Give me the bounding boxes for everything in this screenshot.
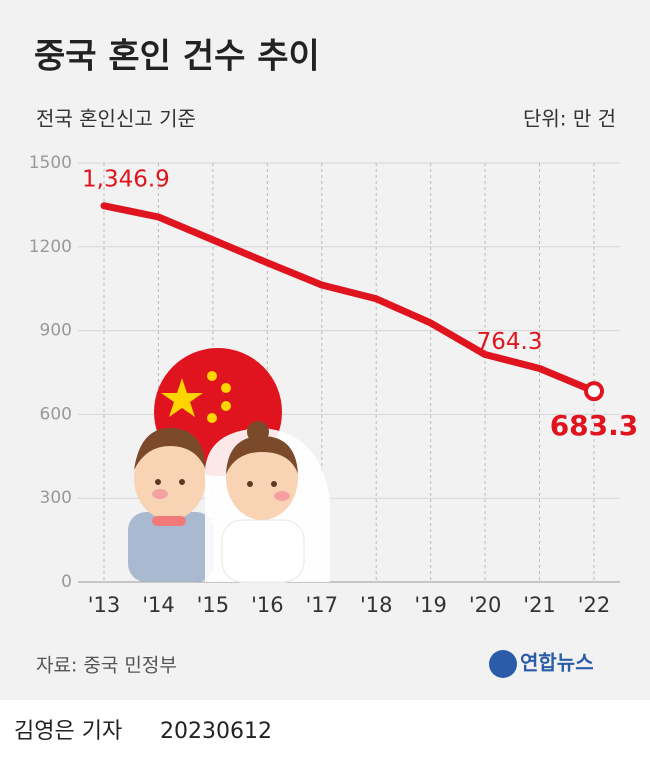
point (264, 259, 271, 266)
y-tick-label: 300 (40, 488, 72, 508)
chart-title: 중국 혼인 건수 추이 (34, 37, 320, 77)
illustration (128, 348, 330, 583)
point (584, 381, 604, 402)
point (155, 213, 162, 220)
date: 20230612 (160, 719, 272, 744)
x-tick-label: '14 (142, 593, 175, 617)
unit: 단위: 만 건 (523, 107, 616, 131)
source: 자료: 중국 민정부 (36, 655, 177, 677)
y-tick-label: 0 (61, 572, 72, 592)
x-tick-label: '21 (523, 593, 556, 617)
value-label: 1,346.9 (82, 166, 170, 192)
point (536, 365, 543, 372)
point (482, 351, 489, 358)
point (427, 319, 434, 326)
subtitle: 전국 혼인신고 기준 (36, 107, 196, 131)
line (100, 202, 598, 395)
x-tick-label: '15 (197, 593, 230, 617)
x-tick-label: '13 (88, 593, 121, 617)
value-label: 764.3 (477, 329, 543, 355)
y-tick-label: 600 (40, 404, 72, 424)
byline: 김영은 기자 (14, 719, 122, 744)
logo-mark (489, 650, 517, 678)
point (101, 202, 107, 209)
x-tick-label: '19 (414, 593, 447, 617)
panel (0, 0, 650, 700)
y-tick-label: 1500 (29, 153, 72, 173)
point (318, 282, 325, 289)
x-tick-label: '16 (251, 593, 284, 617)
logo: 연합뉴스 (520, 651, 594, 675)
y-tick-label: 900 (40, 321, 72, 341)
point (373, 295, 380, 302)
x-tick-label: '18 (360, 593, 393, 617)
y-tick-label: 1200 (29, 237, 72, 257)
point (209, 236, 216, 243)
x-tick-label: '22 (578, 593, 611, 617)
value-label: 683.3 (550, 409, 639, 442)
x-tick-label: '17 (306, 593, 339, 617)
x-tick-label: '20 (469, 593, 502, 617)
